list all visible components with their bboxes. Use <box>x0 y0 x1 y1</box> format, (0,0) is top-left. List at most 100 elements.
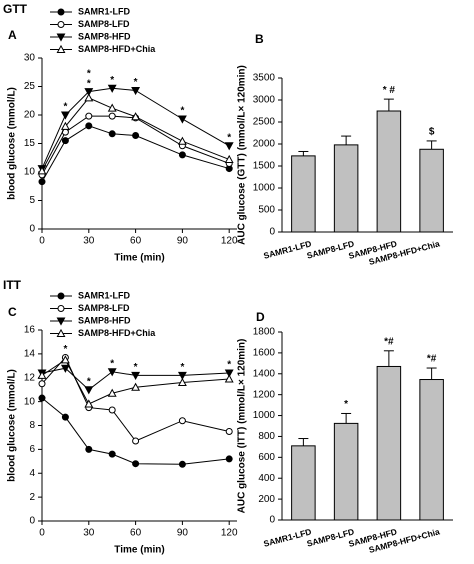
marker <box>131 86 141 96</box>
x-axis-label: Time (min) <box>114 253 164 264</box>
series-line <box>41 397 230 465</box>
marker <box>57 305 65 312</box>
marker <box>131 371 141 381</box>
y-tick-label: 1000 <box>253 183 276 194</box>
panel-letter: C <box>8 305 17 319</box>
x-tick-label: SAMR1-LFD <box>262 526 312 548</box>
x-axis-label: Time (min) <box>114 545 164 556</box>
marker <box>56 44 66 53</box>
x-tick-label: 120 <box>221 528 238 539</box>
marker <box>132 460 140 468</box>
y-tick-label: 1000 <box>253 410 276 421</box>
annotation: * <box>134 77 138 88</box>
marker <box>38 178 46 186</box>
annotation: * <box>63 102 67 113</box>
y-axis-label: blood glucose (mmol/L) <box>7 87 18 200</box>
bar <box>376 365 402 521</box>
annotation: * <box>110 358 114 369</box>
annotation: * <box>110 75 114 86</box>
marker <box>224 142 234 151</box>
x-tick-label: 0 <box>39 528 45 539</box>
panel-letter: A <box>8 28 17 42</box>
marker <box>56 33 66 42</box>
legend-label: SAMP8-HFD+Chia <box>78 328 156 338</box>
y-tick-label: 400 <box>258 473 275 484</box>
marker <box>84 386 94 395</box>
marker <box>108 130 116 138</box>
marker <box>108 406 116 414</box>
legend-label: SAMP8-LFD <box>78 19 130 29</box>
marker <box>57 21 65 28</box>
y-tick-label: 2 <box>29 492 35 503</box>
annotation: $ <box>429 127 435 138</box>
y-tick-label: 0 <box>29 224 35 235</box>
y-tick-label: 8 <box>29 420 35 431</box>
y-tick-label: 20 <box>24 110 36 121</box>
y-tick-label: 15 <box>24 138 36 149</box>
marker <box>85 112 93 120</box>
x-tick-label: 60 <box>130 528 142 539</box>
section-heading: GTT <box>3 2 28 16</box>
legend-label: SAMR1-LFD <box>78 6 130 16</box>
marker <box>224 374 234 383</box>
marker <box>61 413 69 421</box>
marker <box>60 355 70 364</box>
annotation: * <box>227 360 231 371</box>
y-axis-label: blood glucose (mmol/L) <box>7 369 18 482</box>
y-axis-label: AUC glucose (ITT) (mmol/L× 120min) <box>237 339 248 514</box>
x-tick-label: 90 <box>177 236 189 247</box>
panel-letter: D <box>256 310 265 324</box>
y-tick-label: 4 <box>29 468 35 479</box>
marker <box>107 388 117 397</box>
bar <box>291 445 316 521</box>
annotation: * <box>87 376 91 387</box>
y-tick-label: 5 <box>29 195 35 206</box>
x-tick-label: 90 <box>177 528 189 539</box>
legend-label: SAMP8-HFD+Chia <box>78 44 156 54</box>
annotation: * <box>180 106 184 117</box>
y-tick-label: 30 <box>24 53 36 64</box>
panel-letter: B <box>255 32 264 46</box>
y-tick-label: 2500 <box>253 117 276 128</box>
y-tick-label: 3500 <box>253 73 276 84</box>
marker <box>57 8 65 16</box>
marker <box>132 437 140 445</box>
marker <box>131 382 141 391</box>
annotation: *# <box>427 354 437 365</box>
y-tick-label: 2000 <box>253 139 276 150</box>
annotation: * <box>344 399 348 410</box>
x-tick-label: 30 <box>83 236 95 247</box>
marker <box>38 380 46 388</box>
y-tick-label: 16 <box>24 325 36 336</box>
x-tick-label: 30 <box>83 528 95 539</box>
marker <box>224 369 234 378</box>
marker <box>132 132 140 140</box>
y-tick-label: 1500 <box>253 161 276 172</box>
y-tick-label: 800 <box>258 431 275 442</box>
y-tick-label: 10 <box>24 396 36 407</box>
marker <box>60 364 70 373</box>
marker <box>178 460 186 468</box>
legend-label: SAMP8-LFD <box>78 303 130 313</box>
x-tick-label: SAMP8-LFD <box>306 526 356 548</box>
marker <box>84 399 94 408</box>
marker <box>56 317 66 326</box>
marker <box>225 455 233 463</box>
y-tick-label: 200 <box>258 494 275 505</box>
y-tick-label: 0 <box>29 516 35 527</box>
x-tick-label: 60 <box>130 236 142 247</box>
bar <box>419 379 444 521</box>
y-tick-label: 1400 <box>253 368 276 379</box>
series-line <box>41 115 230 176</box>
annotation: * <box>134 362 138 373</box>
legend-label: SAMP8-HFD <box>78 31 131 41</box>
marker <box>177 371 187 381</box>
marker <box>225 427 233 435</box>
marker <box>178 417 186 425</box>
marker <box>37 370 47 379</box>
x-tick-label: 0 <box>39 236 45 247</box>
marker <box>177 136 187 145</box>
x-tick-label: 120 <box>221 236 238 247</box>
